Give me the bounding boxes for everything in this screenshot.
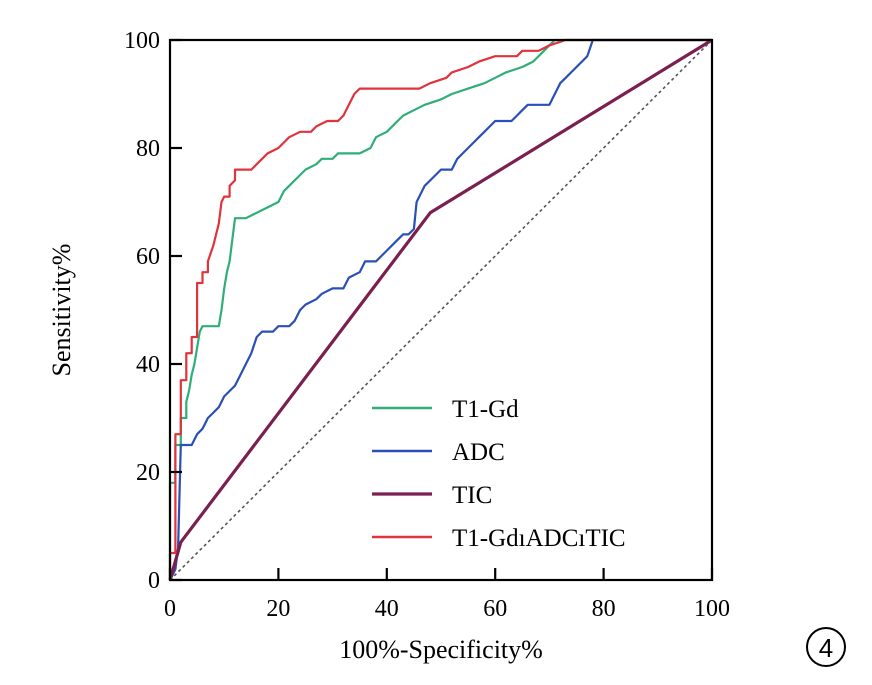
- legend-label-2: TIC: [452, 482, 492, 509]
- x-tick-label-5: 100: [694, 596, 730, 622]
- x-axis-label: 100%-Specificity%: [339, 635, 543, 664]
- legend: T1-Gd ADC TIC T1-GdıADCıTIC: [372, 396, 626, 552]
- y-tick-label-3: 60: [136, 244, 160, 270]
- x-tick-label-0: 0: [164, 596, 176, 622]
- panel-badge-number: 4: [819, 633, 833, 663]
- plot-frame: [168, 38, 714, 582]
- y-axis-label: Sensitivity%: [47, 244, 76, 377]
- legend-label-3: T1-GdıADCıTIC: [452, 525, 626, 552]
- legend-label-1: ADC: [452, 439, 505, 466]
- y-tick-label-1: 20: [136, 460, 160, 486]
- ticks-layer: 0 20 40 60 80 100 0 20 40 60 80 100: [124, 28, 730, 622]
- series-line-2: [168, 38, 713, 581]
- legend-label-0: T1-Gd: [452, 396, 519, 423]
- y-tick-label-5: 100: [124, 28, 160, 54]
- series-layer: [168, 38, 713, 581]
- y-tick-label-2: 40: [136, 352, 160, 378]
- series-line-1: [169, 38, 712, 581]
- series-line-0: [168, 38, 712, 580]
- x-tick-label-4: 80: [592, 596, 616, 622]
- panel-badge-circle: [806, 627, 846, 667]
- x-tick-label-1: 20: [266, 596, 290, 622]
- x-tick-label-3: 60: [483, 596, 507, 622]
- series-line-3: [168, 38, 712, 580]
- reference-diagonal-line: [169, 39, 713, 581]
- y-tick-label-4: 80: [136, 136, 160, 162]
- y-tick-label-0: 0: [148, 568, 160, 594]
- x-tick-label-2: 40: [375, 596, 399, 622]
